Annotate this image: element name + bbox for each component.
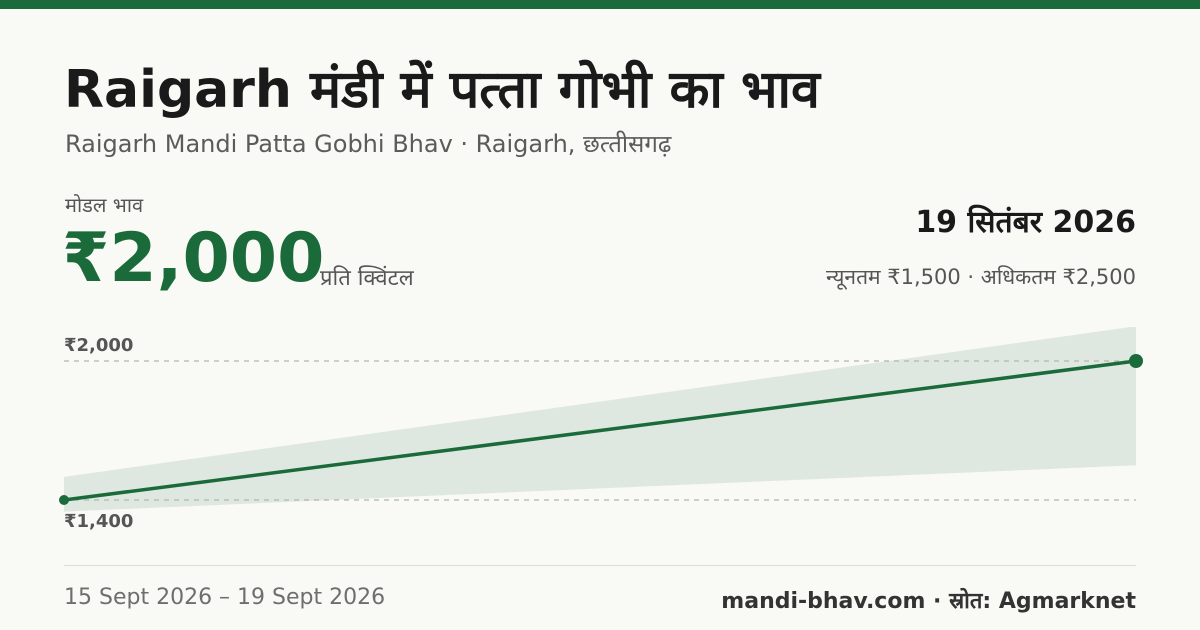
footer-source-text: स्रोत: Agmarknet: [949, 589, 1136, 614]
y-tick-label-top: ₹2,000: [64, 335, 133, 356]
y-tick-label-bottom: ₹1,400: [64, 511, 133, 532]
footer-separator: ·: [925, 589, 950, 614]
modal-price-label: मोडल भाव: [65, 193, 144, 217]
price-date: 19 सितंबर 2026: [915, 205, 1136, 240]
modal-price-value: ₹2,000: [62, 219, 325, 298]
data-point: [59, 495, 69, 505]
page-subtitle: Raigarh Mandi Patta Gobhi Bhav · Raigarh…: [65, 130, 672, 158]
min-max-range: न्यूनतम ₹1,500 · अधिकतम ₹2,500: [826, 265, 1136, 289]
page-title: Raigarh मंडी में पत्‍ता गोभी का भाव: [64, 60, 820, 120]
top-accent-bar: [0, 0, 1200, 9]
footer-date-range: 15 Sept 2026 – 19 Sept 2026: [64, 585, 386, 610]
footer-divider: [64, 565, 1136, 566]
modal-price-line: [63, 359, 1137, 502]
min-max-band: [64, 327, 1136, 512]
data-point: [1129, 354, 1143, 368]
footer-source: mandi-bhav.com · स्रोत: Agmarknet: [721, 585, 1136, 615]
price-unit: प्रति क्विंटल: [320, 266, 414, 291]
footer-site-link[interactable]: mandi-bhav.com: [721, 589, 926, 614]
